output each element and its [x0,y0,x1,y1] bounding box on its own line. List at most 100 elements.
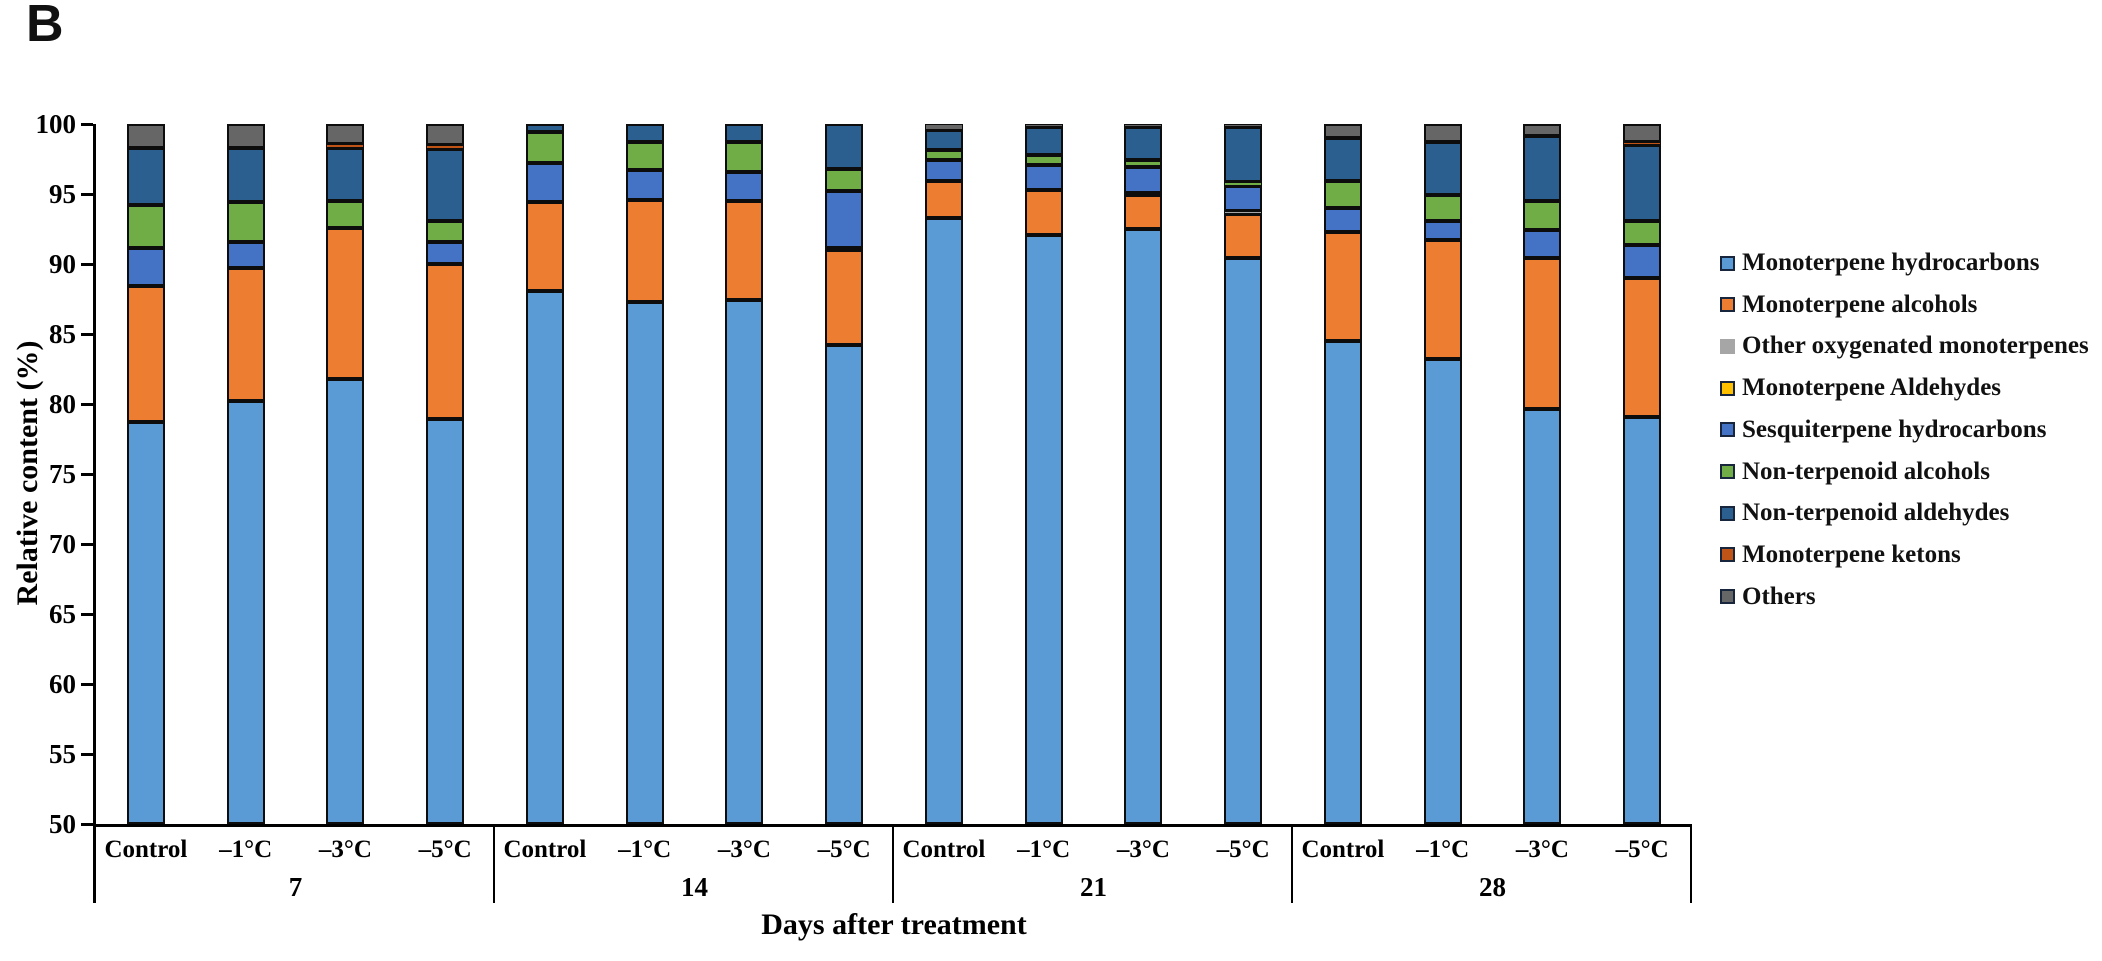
segment-non-terpenoid-aldehydes [426,149,465,221]
segment-monoterpene-alcohols [1224,213,1263,259]
legend-item-monoterpene-aldehydes: Monoterpene Aldehydes [1720,367,2001,409]
segment-other-oxygenated-monoterpenes [1124,192,1163,196]
segment-sesquiterpene-hydrocarbons [525,163,564,202]
segment-others [1523,124,1562,136]
segment-sesquiterpene-hydrocarbons [1523,230,1562,259]
legend-label: Non-terpenoid alcohols [1742,457,1990,485]
segment-monoterpene-hydrocarbons [825,345,864,824]
segment-non-terpenoid-alcohols [1124,160,1163,167]
segment-sesquiterpene-hydrocarbons [1024,164,1063,190]
legend-label: Other oxygenated monoterpenes [1742,332,2089,360]
y-tick-label: 55 [49,739,76,769]
y-tick-label: 50 [49,809,76,839]
bar-7-1C [226,124,265,824]
segment-non-terpenoid-aldehydes [1523,135,1562,201]
group-label: 7 [288,872,303,902]
bar-21-5C [1224,124,1263,824]
segment-others [126,124,165,148]
legend-item-non-terpenoid-alcohols: Non-terpenoid alcohols [1720,451,1990,493]
segment-non-terpenoid-aldehydes [226,147,265,203]
segment-monoterpene-hydrocarbons [1423,359,1462,824]
segment-others [924,124,963,130]
category-label: –3°C [318,836,372,863]
y-tick-mark [81,542,93,546]
segment-other-oxygenated-monoterpenes [825,247,864,250]
bar-21-1C [1024,124,1063,824]
legend-label: Monoterpene Aldehydes [1742,374,2002,402]
bar-7-3C [326,124,365,824]
y-tick-mark [81,332,93,336]
category-label: Control [1301,836,1385,863]
segment-sesquiterpene-hydrocarbons [226,241,265,269]
legend-label: Others [1742,582,1816,610]
legend-item-monoterpene-hydrocarbons: Monoterpene hydrocarbons [1720,242,2039,284]
segment-non-terpenoid-aldehydes [625,124,664,143]
group-separator [892,824,894,903]
segment-non-terpenoid-alcohols [1523,201,1562,231]
legend-item-non-terpenoid-aldehydes: Non-terpenoid aldehydes [1720,492,2009,534]
segment-others [1024,124,1063,127]
group-label: 14 [681,872,708,902]
category-label: –1°C [1416,836,1470,863]
segment-sesquiterpene-hydrocarbons [126,247,165,287]
y-tick-label: 95 [49,179,76,209]
bar-28-Control [1323,124,1362,824]
category-label: –3°C [717,836,771,863]
legend-item-monoterpene-ketons: Monoterpene ketons [1720,534,1961,576]
bar-21-Control [924,124,963,824]
y-axis-line [93,124,96,903]
legend-swatch-icon [1720,547,1735,563]
panel-letter: B [26,0,64,53]
y-tick-mark [81,682,93,686]
legend-swatch-icon [1720,589,1735,605]
segment-monoterpene-alcohols [625,199,664,302]
segment-monoterpene-hydrocarbons [525,290,564,824]
segment-non-terpenoid-alcohols [625,142,664,171]
y-tick-mark [81,612,93,616]
segment-non-terpenoid-aldehydes [924,129,963,150]
segment-others [1323,124,1362,138]
segment-sesquiterpene-hydrocarbons [1124,166,1163,193]
segment-sesquiterpene-hydrocarbons [924,159,963,182]
bar-7-Control [126,124,165,824]
legend-swatch-icon [1720,338,1735,354]
segment-non-terpenoid-alcohols [326,201,365,229]
x-axis-title: Days after treatment [761,908,1027,941]
segment-non-terpenoid-aldehydes [1024,126,1063,155]
segment-monoterpene-alcohols [1423,240,1462,360]
bar-28-1C [1423,124,1462,824]
segment-other-oxygenated-monoterpenes [1224,210,1263,214]
y-tick-label: 90 [49,249,76,279]
y-tick-label: 60 [49,669,76,699]
segment-monoterpene-alcohols [226,268,265,402]
segment-monoterpene-hydrocarbons [1024,234,1063,824]
category-label: –3°C [1515,836,1569,863]
category-label: –5°C [817,836,871,863]
segment-others [1423,124,1462,143]
segment-monoterpene-alcohols [525,201,564,291]
y-tick-label: 65 [49,599,76,629]
legend-label: Monoterpene ketons [1742,540,1961,568]
segment-monoterpene-alcohols [1523,258,1562,409]
segment-monoterpene-alcohols [1024,189,1063,235]
segment-others [1623,124,1662,143]
category-label: –5°C [1216,836,1270,863]
segment-non-terpenoid-alcohols [1423,195,1462,222]
bar-14-5C [825,124,864,824]
group-separator [1291,824,1293,903]
group-separator [493,824,495,903]
segment-non-terpenoid-alcohols [426,220,465,242]
segment-monoterpene-hydrocarbons [1323,341,1362,824]
segment-others [426,124,465,145]
y-tick-mark [81,262,93,266]
segment-non-terpenoid-aldehydes [725,124,764,143]
segment-monoterpene-alcohols [725,201,764,301]
segment-sesquiterpene-hydrocarbons [825,191,864,248]
y-tick-label: 75 [49,459,76,489]
segment-non-terpenoid-alcohols [126,205,165,248]
legend-item-monoterpene-alcohols: Monoterpene alcohols [1720,284,1977,326]
segment-monoterpene-hydrocarbons [226,401,265,824]
category-label: Control [503,836,587,863]
segment-monoterpene-alcohols [924,181,963,218]
